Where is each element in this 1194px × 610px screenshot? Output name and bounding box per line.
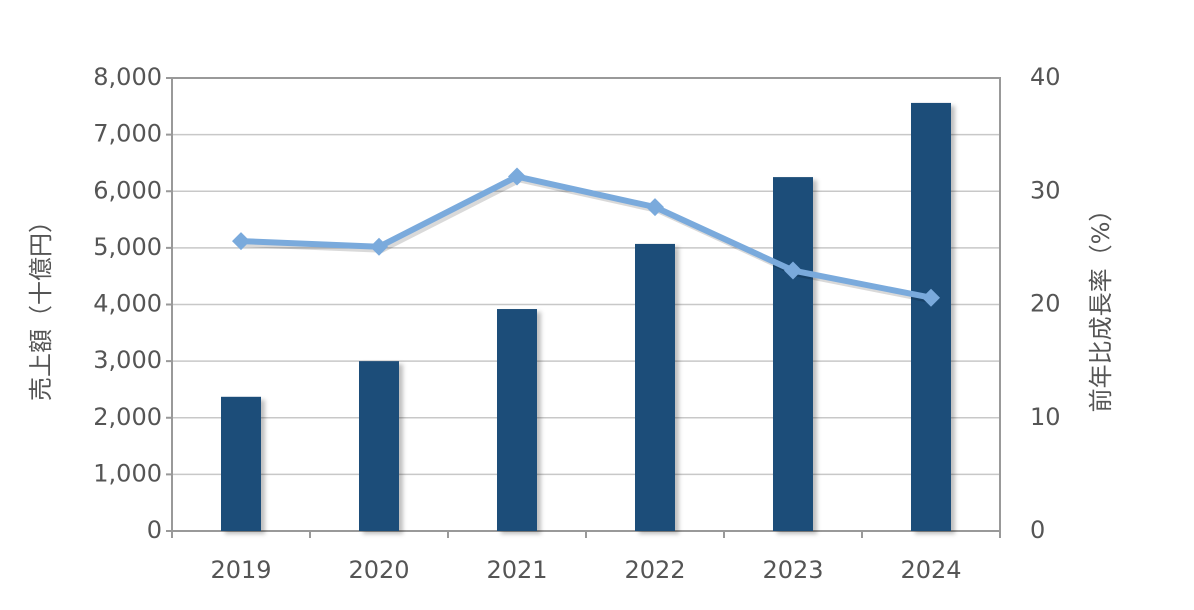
- y-axis-label: 売上額（十億円）: [27, 209, 55, 401]
- y-tick-label: 4,000: [93, 290, 162, 318]
- y-tick-label: 8,000: [93, 63, 162, 91]
- x-tick-label: 2022: [624, 556, 685, 584]
- y-tick-label: 0: [147, 516, 162, 544]
- line-marker: [784, 261, 802, 280]
- y2-tick-label: 30: [1030, 176, 1061, 204]
- y-tick-label: 1,000: [93, 459, 162, 487]
- line-marker: [646, 198, 664, 217]
- x-tick-label: 2023: [762, 556, 823, 584]
- y2-tick-label: 0: [1030, 516, 1045, 544]
- bar: [635, 243, 675, 531]
- bar: [359, 361, 399, 531]
- y-tick-label: 3,000: [93, 346, 162, 374]
- y-tick-label: 7,000: [93, 120, 162, 148]
- y2-axis-label: 前年比成長率（%）: [1087, 198, 1115, 413]
- bar: [773, 177, 813, 531]
- y-tick-label: 6,000: [93, 176, 162, 204]
- x-tick-label: 2021: [486, 556, 547, 584]
- y-tick-label: 2,000: [93, 403, 162, 431]
- y2-tick-label: 10: [1030, 403, 1061, 431]
- y-tick-label: 5,000: [93, 233, 162, 261]
- x-tick-label: 2019: [210, 556, 271, 584]
- bar: [911, 102, 951, 531]
- line-marker: [232, 232, 250, 251]
- bar: [497, 309, 537, 531]
- x-tick-label: 2020: [348, 556, 409, 584]
- line-marker: [922, 288, 940, 307]
- line-shadow: [243, 176, 935, 304]
- line: [240, 173, 932, 301]
- x-tick-label: 2024: [900, 556, 961, 584]
- bar: [221, 396, 261, 531]
- y2-tick-label: 40: [1030, 63, 1061, 91]
- line-marker: [508, 167, 526, 186]
- y2-tick-label: 20: [1030, 290, 1061, 318]
- line-marker: [370, 237, 388, 256]
